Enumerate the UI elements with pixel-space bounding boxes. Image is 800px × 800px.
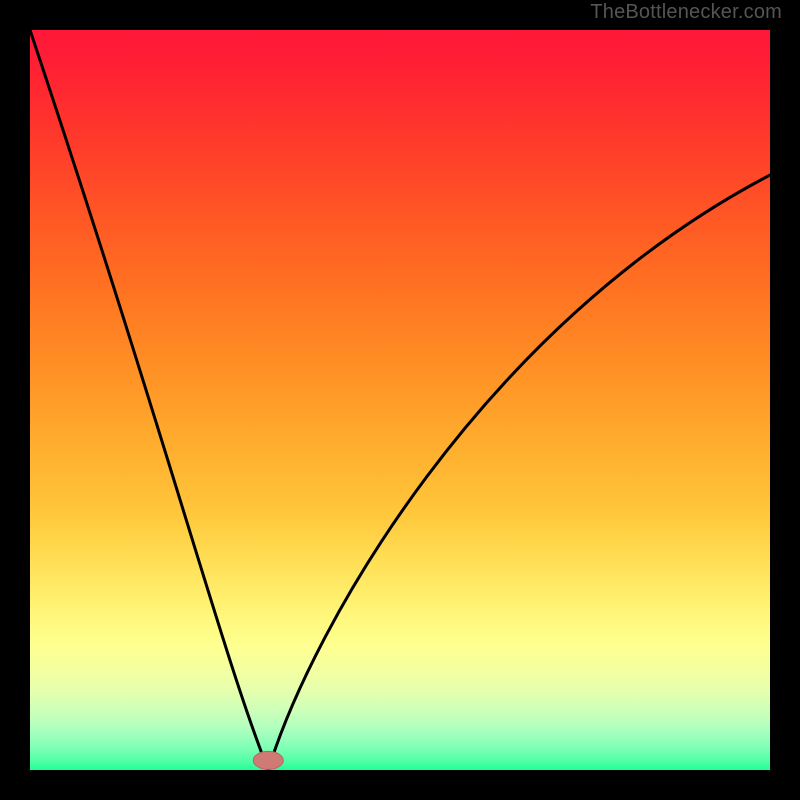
watermark-text: TheBottlenecker.com <box>590 1 782 24</box>
optimal-marker <box>253 751 283 769</box>
figure-container: TheBottlenecker.com <box>0 0 800 800</box>
plot-background <box>30 30 770 770</box>
chart-svg <box>0 0 800 800</box>
